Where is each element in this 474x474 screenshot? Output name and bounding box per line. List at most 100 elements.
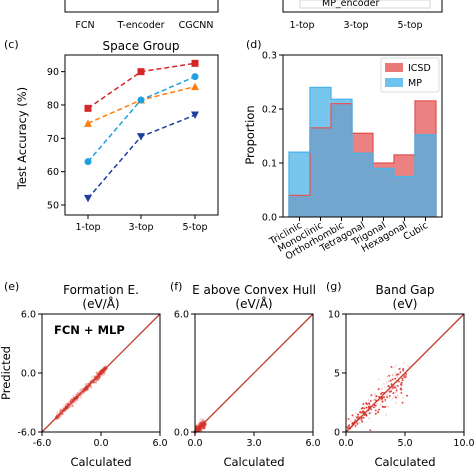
scatter-point <box>366 403 368 405</box>
histogram-bar <box>352 153 373 217</box>
scatter-point <box>58 410 61 413</box>
scatter-point <box>400 383 402 386</box>
scatter-point <box>383 396 385 399</box>
scatter-point <box>365 406 368 409</box>
scatter-point <box>390 383 393 385</box>
scatter-point <box>349 420 352 423</box>
scatter-point <box>400 383 402 386</box>
scatter-point <box>361 410 364 413</box>
scatter-point <box>395 396 397 399</box>
scatter-point <box>58 417 61 419</box>
scatter-point <box>374 409 377 412</box>
scatter-point <box>196 426 198 429</box>
scatter-point <box>401 377 404 380</box>
scatter-point <box>360 419 363 421</box>
scatter-point <box>100 369 102 372</box>
scatter-point <box>386 396 388 398</box>
scatter-point <box>395 396 397 399</box>
scatter-point <box>76 392 79 394</box>
scatter-point <box>79 396 82 399</box>
scatter-point <box>377 411 379 414</box>
scatter-point <box>98 376 101 379</box>
scatter-point <box>399 371 402 374</box>
scatter-point <box>365 402 368 404</box>
scatter-point <box>373 406 375 409</box>
scatter-point <box>390 366 393 368</box>
scatter-point <box>351 422 354 425</box>
scatter-point <box>389 379 392 382</box>
scatter-point <box>389 379 392 382</box>
scatter-point <box>354 424 357 427</box>
scatter-point <box>201 428 204 430</box>
scatter-point <box>202 427 205 430</box>
scatter-point <box>400 392 403 394</box>
scatter-point <box>388 394 391 397</box>
scatter-point <box>351 422 354 425</box>
scatter-point <box>200 422 202 425</box>
scatter-point <box>374 413 377 415</box>
scatter-point <box>354 424 357 427</box>
scatter-point <box>406 394 408 397</box>
scatter-point <box>361 410 364 413</box>
scatter-point <box>351 422 354 425</box>
scatter-point <box>381 400 384 403</box>
scatter-point <box>362 411 365 413</box>
scatter-point <box>70 398 73 400</box>
scatter-point <box>203 427 206 429</box>
scatter-point <box>95 371 98 374</box>
scatter-point <box>400 381 403 384</box>
y-tick-label: 0.0 <box>262 213 277 224</box>
scatter-point <box>94 381 97 383</box>
data-point-triangle <box>191 111 199 119</box>
scatter-point <box>406 394 408 397</box>
scatter-point <box>354 419 357 422</box>
scatter-point <box>385 381 388 383</box>
scatter-point <box>203 427 206 430</box>
scatter-point <box>85 389 87 392</box>
scatter-point <box>374 399 376 401</box>
scatter-point <box>361 420 364 423</box>
scatter-point <box>197 425 199 428</box>
scatter-point <box>360 411 362 414</box>
x-tick-label: 6.0 <box>305 438 320 449</box>
scatter-point <box>198 430 201 432</box>
scatter-point <box>390 366 393 368</box>
scatter-point <box>399 371 402 374</box>
scatter-point <box>375 395 378 398</box>
scatter-point <box>71 405 74 408</box>
y-tick-label: 90 <box>47 67 59 78</box>
scatter-point <box>58 416 61 418</box>
top-right-tick-label: 1-top <box>289 20 314 31</box>
scatter-point <box>386 393 388 396</box>
scatter-point <box>398 368 401 370</box>
y-tick-label: 0.2 <box>262 105 277 116</box>
scatter-point <box>391 373 394 376</box>
scatter-point <box>388 390 391 393</box>
scatter-point <box>61 412 64 415</box>
scatter-point <box>401 379 404 381</box>
scatter-point <box>360 419 363 421</box>
scatter-point <box>406 394 408 397</box>
y-tick-label: 6.0 <box>174 310 189 321</box>
scatter-point <box>362 411 365 413</box>
scatter-point <box>391 374 394 377</box>
scatter-point <box>402 369 405 372</box>
scatter-point <box>394 386 397 389</box>
scatter-point <box>100 369 102 371</box>
scatter-point <box>399 382 402 385</box>
scatter-point <box>402 368 404 370</box>
scatter-point <box>354 419 357 422</box>
scatter-point <box>395 389 398 392</box>
scatter-point <box>70 400 72 402</box>
scatter-point <box>357 413 360 416</box>
scatter-point <box>384 399 387 401</box>
scatter-point <box>395 396 397 399</box>
x-tick-label: 5-top <box>182 222 207 233</box>
scatter-point <box>97 372 99 375</box>
scatter-point <box>70 399 72 401</box>
histogram-bar <box>394 176 415 217</box>
scatter-point <box>388 394 391 397</box>
scatter-point <box>200 430 203 432</box>
scatter-point <box>395 396 397 399</box>
scatter-point <box>400 392 403 394</box>
